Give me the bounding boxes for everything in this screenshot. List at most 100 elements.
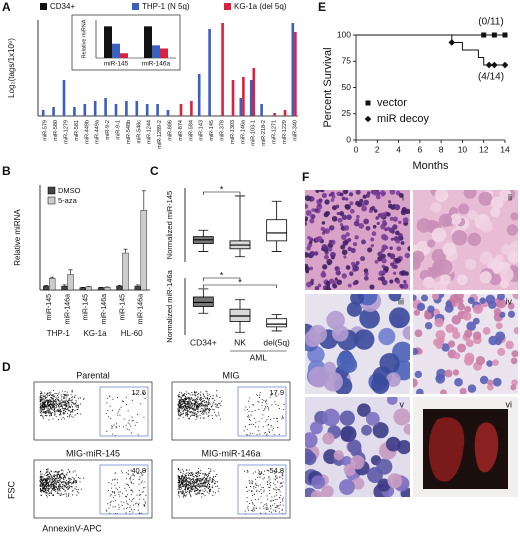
bar — [48, 278, 56, 291]
event-dot — [42, 488, 45, 490]
event-dot — [62, 401, 64, 403]
event-dot — [125, 396, 127, 398]
event-dot — [206, 477, 208, 479]
event-dot — [61, 402, 63, 404]
event-dot — [142, 470, 144, 472]
event-dot — [49, 412, 51, 414]
event-dot — [44, 404, 46, 406]
event-dot — [132, 474, 134, 476]
event-dot — [187, 472, 189, 474]
cell — [424, 312, 432, 320]
event-dot — [208, 397, 211, 399]
event-dot — [177, 408, 179, 410]
legend-swatch — [224, 3, 231, 10]
event-dot — [52, 480, 54, 482]
cell — [387, 203, 393, 209]
legend-label: CD34+ — [50, 2, 75, 11]
event-dot — [214, 482, 216, 484]
event-dot — [44, 401, 46, 403]
event-dot — [141, 491, 143, 493]
event-dot — [49, 486, 51, 488]
cell — [482, 327, 491, 335]
x-tick-label: miR-145 — [46, 294, 53, 321]
histology-image — [413, 397, 518, 497]
event-dot — [127, 503, 129, 506]
cell — [308, 240, 313, 245]
cell — [385, 245, 389, 250]
cell — [345, 204, 351, 210]
event-dot — [251, 423, 253, 425]
event-dot — [52, 418, 54, 420]
event-dot — [68, 493, 70, 495]
event-dot — [50, 403, 52, 405]
cell — [339, 192, 344, 197]
event-dot — [182, 480, 184, 482]
event-dot — [55, 396, 57, 398]
event-dot — [185, 408, 187, 410]
event-dot — [211, 405, 213, 407]
x-tick-label: miR-9-1 — [115, 120, 121, 140]
event-dot — [255, 484, 257, 486]
event-dot — [200, 489, 202, 491]
event-dot — [209, 487, 211, 489]
cell — [371, 231, 377, 236]
event-dot — [41, 473, 43, 475]
event-dot — [47, 393, 49, 395]
event-dot — [184, 480, 186, 482]
event-dot — [65, 406, 67, 408]
event-dot — [126, 478, 128, 480]
event-dot — [65, 487, 67, 489]
event-dot — [283, 408, 285, 411]
bar — [140, 210, 148, 291]
x-tick-label: miR-146a — [101, 294, 108, 324]
event-dot — [131, 399, 133, 401]
event-dot — [50, 480, 52, 482]
event-dot — [40, 475, 43, 477]
event-dot — [272, 482, 275, 484]
event-dot — [82, 398, 85, 400]
event-dot — [271, 496, 273, 498]
event-dot — [212, 403, 214, 405]
event-dot — [122, 492, 124, 494]
event-dot — [55, 481, 57, 483]
annotation: (4/14) — [478, 72, 504, 83]
cell — [336, 212, 340, 216]
bar — [120, 53, 128, 58]
cell — [334, 266, 339, 270]
x-tick-label: 10 — [458, 144, 468, 154]
event-dot — [41, 480, 44, 482]
event-dot — [54, 411, 56, 413]
event-dot — [46, 473, 48, 475]
event-dot — [66, 393, 68, 396]
event-dot — [212, 479, 214, 481]
event-dot — [47, 392, 49, 394]
event-dot — [197, 411, 199, 413]
event-dot — [46, 489, 48, 491]
cell — [488, 335, 498, 346]
event-dot — [265, 431, 267, 434]
cell — [309, 218, 315, 224]
cell — [435, 329, 446, 340]
cell — [349, 208, 355, 214]
cell — [346, 214, 352, 220]
error-bar — [117, 285, 122, 287]
event-dot — [199, 406, 201, 408]
event-dot — [255, 421, 257, 423]
event-dot — [177, 474, 179, 477]
x-tick-label: miR-103-1 — [251, 120, 257, 146]
event-dot — [182, 483, 184, 485]
cell — [359, 308, 380, 329]
event-dot — [115, 425, 117, 427]
event-dot — [185, 494, 188, 496]
event-dot — [137, 413, 139, 416]
event-dot — [257, 476, 259, 478]
cell — [306, 281, 312, 288]
event-dot — [247, 471, 249, 473]
event-dot — [246, 408, 249, 411]
cell — [414, 329, 423, 338]
event-dot — [125, 490, 127, 492]
event-dot — [127, 422, 129, 424]
event-dot — [47, 479, 49, 482]
event-dot — [192, 485, 194, 487]
event-dot — [200, 478, 202, 480]
